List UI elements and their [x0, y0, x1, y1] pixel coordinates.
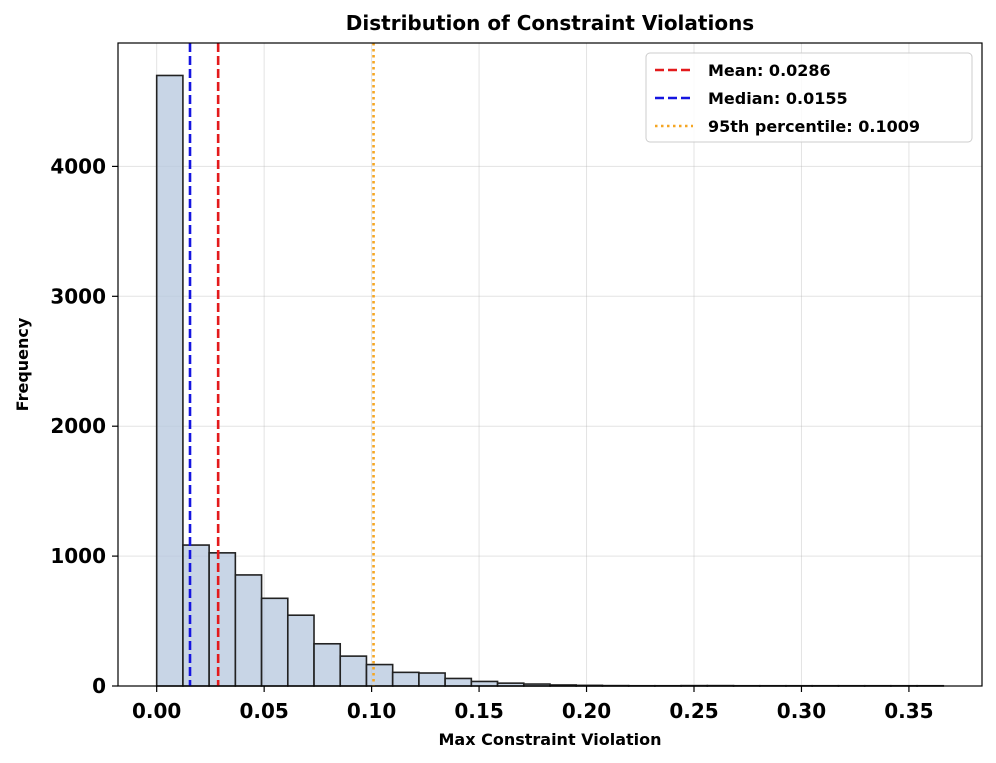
x-tick-label: 0.30 [777, 699, 826, 723]
y-tick-label: 1000 [50, 544, 106, 568]
chart-title: Distribution of Constraint Violations [346, 11, 754, 35]
plot-frame [117, 42, 983, 687]
histogram-bar [155, 74, 184, 687]
histogram-bar [365, 663, 394, 687]
y-axis-title: Frequency [13, 317, 32, 411]
histogram-bar [286, 614, 315, 687]
histogram-bar [182, 544, 210, 687]
x-tick-label: 0.00 [132, 699, 181, 723]
histogram-bar [260, 597, 289, 687]
bar-layer [155, 74, 945, 687]
y-tick-label: 4000 [50, 154, 106, 178]
histogram-bar [208, 552, 237, 687]
histogram-bar [418, 672, 446, 687]
histogram-bar [391, 671, 420, 687]
tick-layer: 0.00 0.05 0.10 0.15 0.20 0.25 0.30 0.35 0 1000 200… [50, 154, 933, 723]
y-tick-label: 0 [92, 674, 106, 698]
histogram-bar [470, 680, 499, 687]
x-tick-label: 0.05 [239, 699, 288, 723]
y-tick-label: 3000 [50, 284, 106, 308]
legend-label-median: Median: 0.0155 [708, 89, 848, 108]
histogram-bar [444, 677, 473, 687]
x-tick-label: 0.20 [562, 699, 611, 723]
legend: Mean: 0.0286 Median: 0.0155 95th percentil… [645, 52, 973, 143]
histogram-bar [339, 655, 368, 687]
x-tick-label: 0.25 [669, 699, 718, 723]
x-axis-title: Max Constraint Violation [438, 730, 661, 749]
y-tick-label: 2000 [50, 414, 106, 438]
histogram-bar [234, 574, 263, 687]
histogram-bar [313, 642, 342, 687]
x-tick-label: 0.15 [454, 699, 503, 723]
legend-box [645, 52, 973, 143]
reference-lines-layer [188, 43, 375, 686]
legend-label-p95: 95th percentile: 0.1009 [708, 117, 920, 136]
x-tick-label: 0.35 [884, 699, 933, 723]
legend-label-mean: Mean: 0.0286 [708, 61, 831, 80]
x-tick-label: 0.10 [347, 699, 396, 723]
